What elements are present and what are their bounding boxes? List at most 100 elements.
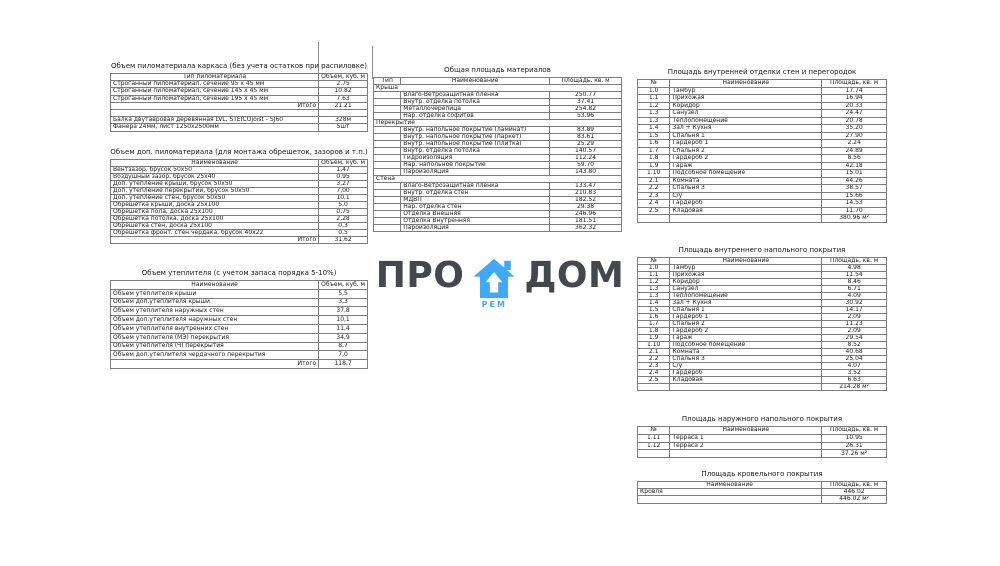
table-cell: 446.02 м²	[821, 495, 887, 504]
table-cell: 37.41	[549, 98, 622, 106]
table-cell: 8.52	[821, 341, 887, 349]
table-cell: Обрешетка потолка, доска 25х100	[109, 215, 320, 223]
table-cell: 5шт	[318, 123, 368, 132]
table-row: 2.4 Гардероб 3.52	[636, 369, 887, 377]
table-cell: Влаго-Ветрозащитная пленка	[400, 182, 551, 190]
column-header: Объем, куб. м	[318, 72, 368, 82]
table-cell: 8.46	[821, 278, 887, 286]
table-row: Итого 31,62	[109, 236, 368, 244]
table-cell: Объем утеплителя (Ч) перекрытия	[109, 341, 320, 352]
floor-outer-section: Площадь наружного напольного покрытия № Н…	[636, 415, 887, 459]
table-cell: Спальня 1	[669, 131, 823, 140]
table-row: Фанера 24мм, лист 1250х2500мм 5шт	[109, 123, 368, 132]
table-row: 1.6 Гардероб 1 2.24	[636, 139, 887, 148]
table-cell: 0,75	[318, 208, 368, 216]
table-row: 1.7 Спальня 2 24.89	[636, 146, 887, 155]
table-row: 1.9 Гараж 42.18	[636, 161, 887, 170]
table-title: Площадь кровельного покрытия	[701, 470, 823, 478]
column-header: Тип пиломатериала	[109, 72, 320, 82]
table-cell: 29.38	[549, 203, 622, 211]
table-cell: Крыша	[373, 84, 622, 92]
table-cell: Подсобное помещение	[669, 341, 823, 349]
table-cell: Зал + Кухня	[669, 124, 823, 133]
table-cell: 3,27	[318, 180, 368, 188]
table-cell	[636, 214, 671, 223]
table-cell: 1,47	[318, 166, 368, 174]
table-cell: 25.29	[549, 140, 622, 148]
table-cell: Обрешетка крыши, доска 25х100	[109, 201, 320, 209]
table-row: 1.9 Гараж 29.54	[636, 334, 887, 342]
table-cell: 26.31	[821, 441, 887, 451]
table-row: Объем доп.утеплителя крыши 3,3	[109, 297, 368, 308]
table-row: Внутр. отделка потолка 140.57	[372, 147, 622, 155]
column-header: Площадь, кв. м	[821, 426, 887, 435]
column-header: Наименование	[109, 280, 320, 290]
table-cell: 5,5	[318, 288, 368, 299]
table-cell: Прихожая	[669, 271, 823, 279]
table-cell: Тамбур	[669, 86, 823, 95]
table-cell: 214.28 м²	[821, 383, 887, 391]
table-row: 1.4 Зал + Кухня 35.20	[636, 124, 887, 133]
table-cell: Доп. утепление перекрытий, брусок 50х50	[109, 187, 320, 195]
table-row: 2.3 С/у 15.66	[636, 191, 887, 200]
table-row: Объем утеплителя крыши 5,5	[109, 288, 368, 299]
table-cell: 2.75	[318, 80, 368, 89]
table-cell: Стена	[373, 175, 622, 183]
table-cell	[636, 495, 823, 504]
table-row: 1.3 Теплопомещение 4.09	[636, 292, 887, 300]
table-row: Внутр. отделка стен 210.83	[372, 189, 622, 197]
table-cell: 446.02	[821, 488, 887, 497]
table-row: Обрешетка фронт. стен чердака, брусок 40…	[109, 229, 368, 237]
table-cell: С/у	[669, 362, 823, 370]
table-cell: Спальня 1	[669, 306, 823, 314]
table-cell: 1.4	[636, 299, 671, 307]
table-cell: 29.54	[821, 334, 887, 342]
table-cell: Гардероб	[669, 199, 823, 208]
table-row: Балка двутавровая деревянная LVL, STEICO…	[109, 116, 368, 125]
table-row: 1.2 Коридор 20.33	[636, 101, 887, 110]
table-title: Общая площадь материалов	[444, 66, 551, 74]
table-cell: Металлочерепица	[400, 105, 551, 113]
table-cell: 2.09	[821, 327, 887, 335]
table-cell: 210.83	[549, 189, 622, 197]
table-cell	[372, 217, 402, 225]
table-row: Нар. отделка софитов 53.96	[372, 112, 622, 120]
table-row: 1.0 Тамбур 4.98	[636, 264, 887, 272]
table-cell: Подсобное помещение	[669, 169, 823, 178]
table-cell: 1.2	[636, 278, 671, 286]
table-cell: 1.9	[636, 161, 671, 170]
table-cell: Перекрытие	[373, 119, 622, 127]
table-cell: 7,00	[318, 187, 368, 195]
table-row: Стена	[373, 175, 622, 183]
table-cell: Строганный пиломатериал, сечение 95 х 45…	[109, 80, 320, 89]
table-cell: 1.8	[636, 327, 671, 335]
table-row: МДВП 182.52	[372, 196, 622, 204]
table-title: Объем утеплителя (с учетом запаса порядк…	[141, 269, 337, 277]
table-cell: Вентзазор, брусок 50х50	[109, 166, 320, 174]
column-header: №	[636, 426, 671, 435]
column-header: Наименование	[109, 159, 320, 167]
table-row: 214.28 м²	[636, 383, 887, 391]
table-cell: 34,9	[318, 332, 368, 343]
table-cell: 24.89	[821, 146, 887, 155]
table-cell: Внутр. напольное покрытие (паркет)	[400, 133, 551, 141]
table-cell: С/у	[669, 191, 823, 200]
table-cell: Строганный пиломатериал, сечение 195 х 4…	[109, 94, 320, 103]
column-header: Тип	[372, 77, 402, 85]
table-row: 1.8 Гардероб 2 2.09	[636, 327, 887, 335]
table-cell: 35.20	[821, 124, 887, 133]
table-cell: 15.01	[821, 169, 887, 178]
table-row: Обрешетка потолка, доска 25х100 2,28	[109, 215, 368, 223]
table-cell: Обрешетка стен, доска 25х100	[109, 222, 320, 230]
table-cell: 14.53	[821, 199, 887, 208]
table-cell: Нар. отделка софитов	[400, 112, 551, 120]
table-cell: Гардероб 1	[669, 139, 823, 148]
table-cell	[372, 168, 402, 176]
table-header-row: № Наименование Площадь, кв. м	[636, 257, 887, 265]
table-cell: Внутр. отделка стен	[400, 189, 551, 197]
table-row: Доп. утепление крыши, брусок 50х50 3,27	[109, 180, 368, 188]
table-cell: Объем доп.утеплителя чердачного перекрыт…	[109, 350, 320, 361]
table-cell	[318, 108, 368, 118]
table-cell: Фанера 24мм, лист 1250х2500мм	[109, 123, 320, 132]
table-row: Объем утеплителя наружных стен 37,8	[109, 306, 368, 317]
